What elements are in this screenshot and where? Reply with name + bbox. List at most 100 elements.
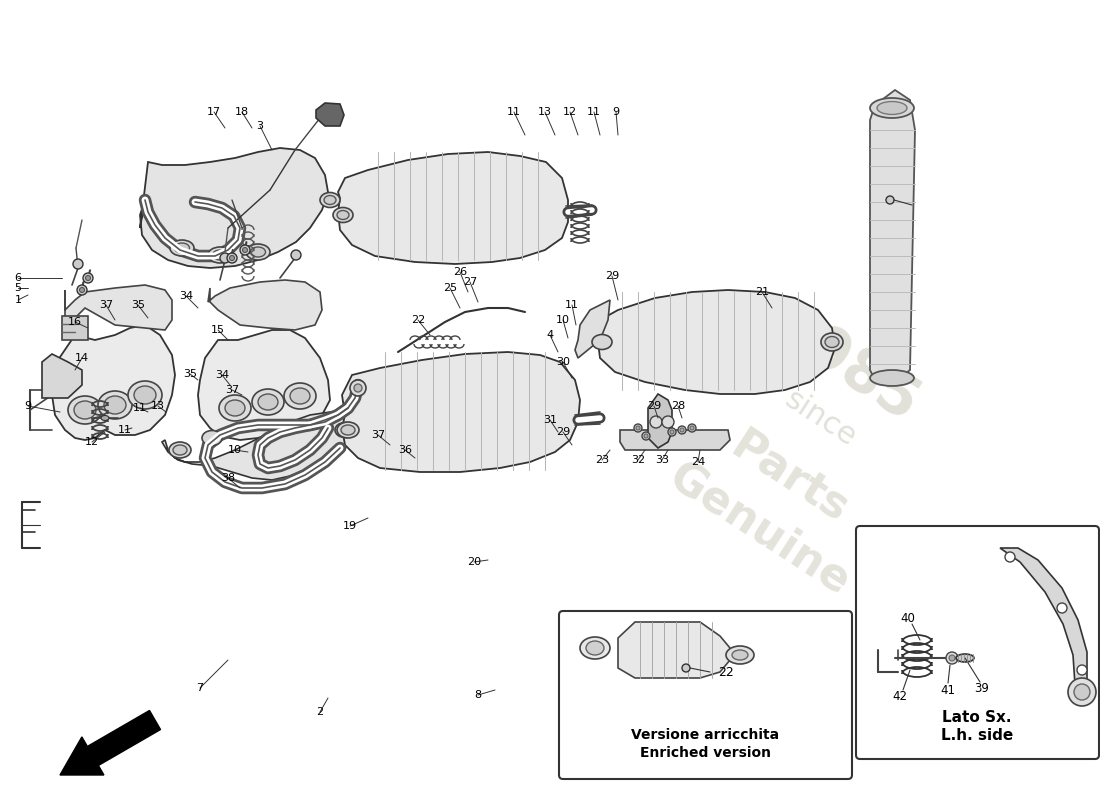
Polygon shape [42, 354, 82, 398]
Ellipse shape [226, 400, 245, 416]
Circle shape [688, 424, 696, 432]
Ellipse shape [251, 247, 265, 257]
Ellipse shape [208, 247, 232, 263]
Text: 4: 4 [547, 330, 553, 340]
Polygon shape [62, 316, 88, 340]
Ellipse shape [175, 243, 189, 253]
Ellipse shape [337, 422, 359, 438]
Polygon shape [162, 412, 350, 480]
Ellipse shape [320, 193, 340, 207]
Text: 34: 34 [179, 291, 194, 301]
Text: 13: 13 [538, 107, 552, 117]
Text: since: since [779, 384, 861, 452]
Text: 22: 22 [411, 315, 425, 325]
Ellipse shape [212, 250, 228, 260]
Text: 20: 20 [466, 557, 481, 567]
Ellipse shape [74, 401, 96, 419]
Text: L.h. side: L.h. side [940, 727, 1013, 742]
Circle shape [1077, 665, 1087, 675]
Circle shape [1005, 552, 1015, 562]
Text: 22: 22 [718, 666, 734, 678]
Polygon shape [618, 622, 730, 678]
Text: 38: 38 [221, 473, 235, 483]
Polygon shape [140, 148, 328, 268]
Text: 12: 12 [563, 107, 578, 117]
Circle shape [79, 287, 85, 293]
Text: 15: 15 [211, 325, 226, 335]
Text: 3: 3 [256, 121, 264, 131]
Text: 37: 37 [224, 385, 239, 395]
Circle shape [1068, 678, 1096, 706]
Ellipse shape [252, 389, 284, 415]
Text: 29: 29 [605, 271, 619, 281]
Text: 36: 36 [398, 445, 412, 455]
Circle shape [949, 655, 955, 661]
Circle shape [350, 380, 366, 396]
Polygon shape [65, 285, 172, 330]
Ellipse shape [341, 425, 355, 435]
Circle shape [242, 247, 248, 253]
Text: Genuine: Genuine [661, 455, 859, 605]
Ellipse shape [870, 370, 914, 386]
FancyArrow shape [60, 710, 161, 775]
Text: 11: 11 [507, 107, 521, 117]
Text: 1: 1 [14, 295, 22, 305]
Circle shape [644, 434, 648, 438]
Ellipse shape [337, 210, 349, 219]
Ellipse shape [956, 654, 974, 662]
Circle shape [1074, 684, 1090, 700]
Polygon shape [648, 394, 672, 448]
Text: 11: 11 [118, 425, 132, 435]
Circle shape [73, 259, 82, 269]
Polygon shape [342, 352, 580, 472]
Text: 17: 17 [207, 107, 221, 117]
Text: Enriched version: Enriched version [639, 746, 770, 760]
Ellipse shape [732, 650, 748, 660]
Ellipse shape [258, 394, 278, 410]
Text: 7: 7 [197, 683, 204, 693]
Ellipse shape [290, 388, 310, 404]
Text: 13: 13 [151, 401, 165, 411]
Polygon shape [338, 152, 568, 264]
Text: 12: 12 [85, 437, 99, 447]
Text: 11: 11 [565, 300, 579, 310]
Polygon shape [870, 90, 915, 382]
Circle shape [227, 253, 236, 263]
Ellipse shape [101, 415, 109, 421]
Text: 11: 11 [587, 107, 601, 117]
Text: 11: 11 [133, 403, 147, 413]
Text: 10: 10 [228, 445, 242, 455]
Circle shape [230, 255, 234, 261]
Ellipse shape [284, 383, 316, 409]
Text: 21: 21 [755, 287, 769, 297]
Text: 14: 14 [75, 353, 89, 363]
Text: 25: 25 [443, 283, 458, 293]
Ellipse shape [825, 337, 839, 347]
Text: 31: 31 [543, 415, 557, 425]
Circle shape [678, 426, 686, 434]
Circle shape [668, 428, 676, 436]
Ellipse shape [68, 396, 102, 424]
Circle shape [1057, 603, 1067, 613]
Circle shape [82, 273, 94, 283]
Ellipse shape [134, 386, 156, 404]
Text: Lato Sx.: Lato Sx. [943, 710, 1012, 725]
Text: 29: 29 [556, 427, 570, 437]
Text: 27: 27 [463, 277, 477, 287]
Ellipse shape [173, 445, 187, 455]
Ellipse shape [98, 391, 132, 419]
Ellipse shape [219, 395, 251, 421]
Text: 28: 28 [671, 401, 685, 411]
Text: 16: 16 [68, 317, 82, 327]
Text: 37: 37 [99, 300, 113, 310]
Circle shape [77, 285, 87, 295]
Text: 29: 29 [647, 401, 661, 411]
Ellipse shape [324, 195, 336, 205]
Ellipse shape [877, 102, 908, 114]
Ellipse shape [169, 442, 191, 458]
Polygon shape [596, 290, 835, 394]
Circle shape [690, 426, 694, 430]
Ellipse shape [580, 637, 611, 659]
Circle shape [240, 245, 250, 255]
Text: 35: 35 [183, 369, 197, 379]
